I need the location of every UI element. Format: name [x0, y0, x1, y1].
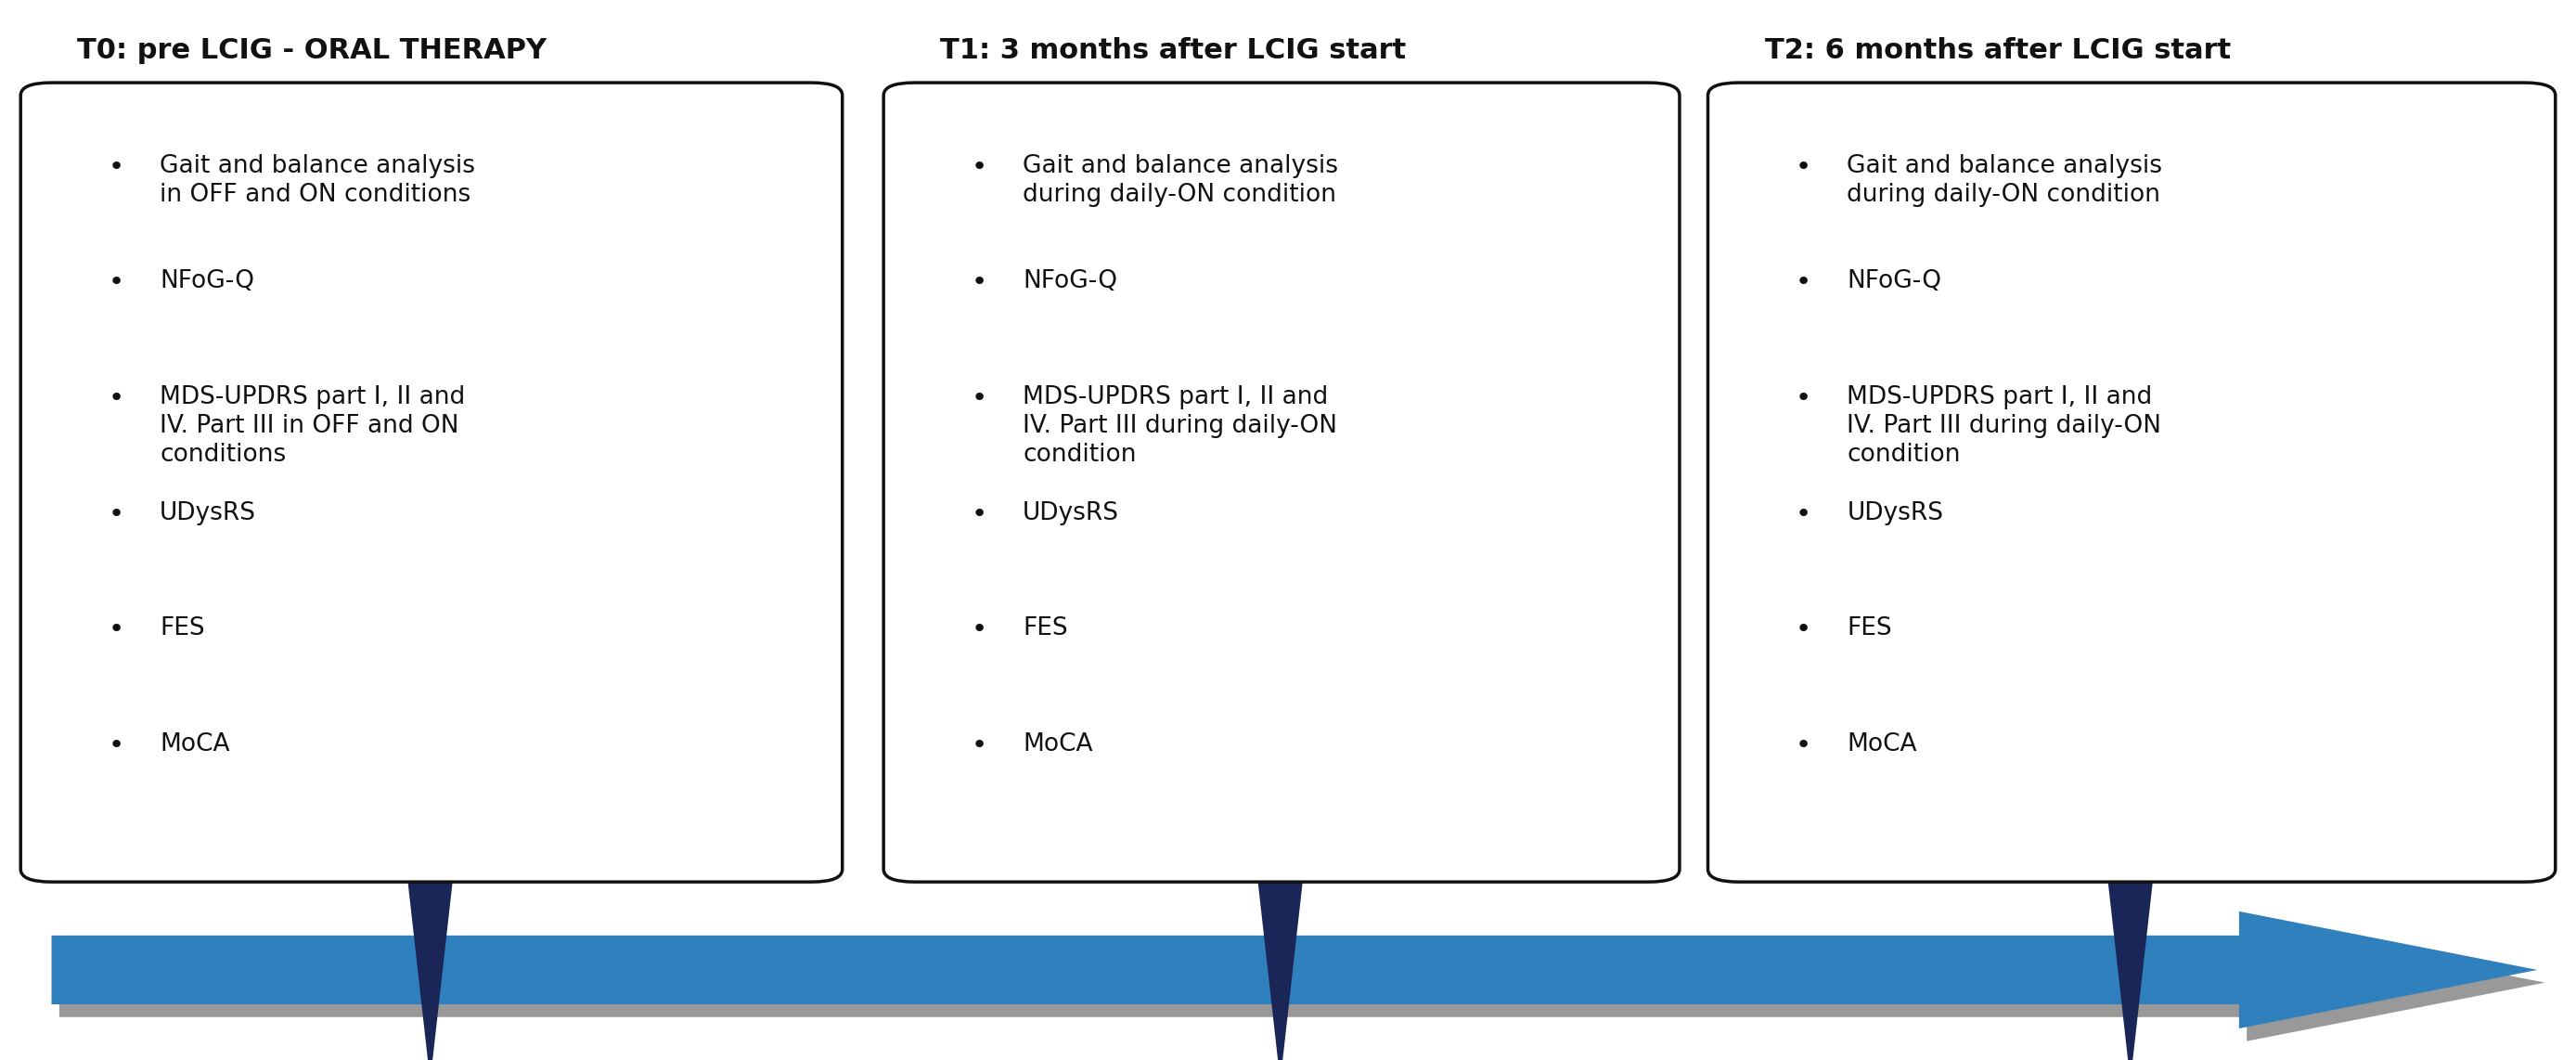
Polygon shape — [52, 912, 2537, 1028]
Text: •: • — [971, 385, 987, 411]
Text: Gait and balance analysis
during daily-ON condition: Gait and balance analysis during daily-O… — [1847, 154, 2161, 207]
Text: MoCA: MoCA — [1847, 732, 1917, 757]
Text: FES: FES — [160, 617, 206, 640]
FancyBboxPatch shape — [21, 83, 842, 882]
Text: •: • — [108, 385, 124, 411]
Text: FES: FES — [1023, 617, 1069, 640]
Text: •: • — [108, 501, 124, 527]
Text: •: • — [971, 617, 987, 642]
Text: MDS-UPDRS part I, II and
IV. Part III during daily-ON
condition: MDS-UPDRS part I, II and IV. Part III du… — [1847, 385, 2161, 466]
Text: •: • — [971, 154, 987, 180]
Text: MoCA: MoCA — [1023, 732, 1092, 757]
Text: •: • — [971, 501, 987, 527]
Text: •: • — [108, 154, 124, 180]
Text: FES: FES — [1847, 617, 1893, 640]
Polygon shape — [1257, 874, 1303, 1060]
Text: NFoG-Q: NFoG-Q — [1023, 269, 1118, 294]
Text: •: • — [1795, 269, 1811, 296]
Text: •: • — [108, 617, 124, 642]
Text: NFoG-Q: NFoG-Q — [1847, 269, 1942, 294]
Text: •: • — [971, 732, 987, 758]
Text: T0: pre LCIG - ORAL THERAPY: T0: pre LCIG - ORAL THERAPY — [77, 37, 546, 64]
Text: •: • — [1795, 617, 1811, 642]
Polygon shape — [407, 874, 453, 1060]
Text: MDS-UPDRS part I, II and
IV. Part III in OFF and ON
conditions: MDS-UPDRS part I, II and IV. Part III in… — [160, 385, 466, 466]
Text: T2: 6 months after LCIG start: T2: 6 months after LCIG start — [1765, 37, 2231, 64]
Text: Gait and balance analysis
in OFF and ON conditions: Gait and balance analysis in OFF and ON … — [160, 154, 474, 207]
Text: MoCA: MoCA — [160, 732, 229, 757]
Text: •: • — [1795, 732, 1811, 758]
Text: Gait and balance analysis
during daily-ON condition: Gait and balance analysis during daily-O… — [1023, 154, 1337, 207]
FancyBboxPatch shape — [1708, 83, 2555, 882]
Text: UDysRS: UDysRS — [1847, 501, 1942, 525]
Text: •: • — [1795, 154, 1811, 180]
Text: UDysRS: UDysRS — [1023, 501, 1118, 525]
Text: •: • — [108, 269, 124, 296]
Polygon shape — [59, 924, 2545, 1041]
Polygon shape — [2107, 874, 2154, 1060]
Text: T1: 3 months after LCIG start: T1: 3 months after LCIG start — [940, 37, 1406, 64]
Text: UDysRS: UDysRS — [160, 501, 255, 525]
Text: MDS-UPDRS part I, II and
IV. Part III during daily-ON
condition: MDS-UPDRS part I, II and IV. Part III du… — [1023, 385, 1337, 466]
Text: •: • — [971, 269, 987, 296]
Text: •: • — [1795, 501, 1811, 527]
Text: •: • — [1795, 385, 1811, 411]
Text: NFoG-Q: NFoG-Q — [160, 269, 255, 294]
FancyBboxPatch shape — [884, 83, 1680, 882]
Text: •: • — [108, 732, 124, 758]
